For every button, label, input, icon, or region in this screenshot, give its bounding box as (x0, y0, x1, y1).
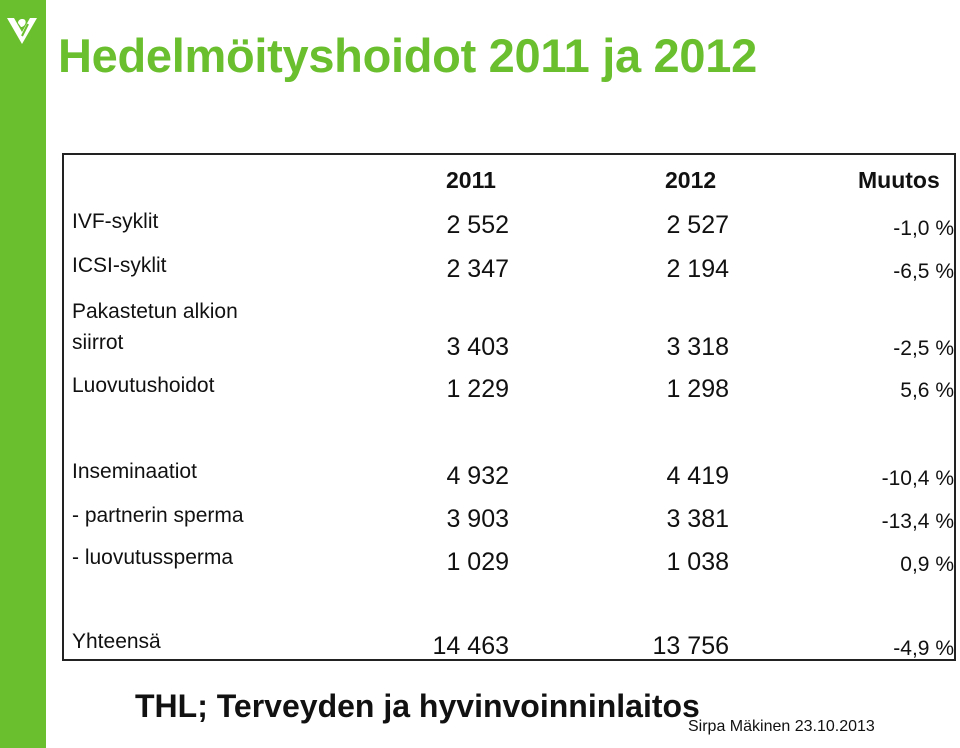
page-title: Hedelmöityshoidot 2011 ja 2012 (58, 29, 757, 82)
thl-leaf-logo-icon (7, 18, 37, 44)
footer-author: Sirpa Mäkinen 23.10.2013 (688, 718, 875, 735)
row-label-ivf: IVF-syklit (72, 210, 159, 233)
row-donor-sperm-2012: 1 038 (666, 548, 729, 576)
column-header-change: Muutos (858, 167, 940, 193)
statistics-table (62, 153, 956, 661)
row-ivf-change: -1,0 % (893, 217, 954, 240)
row-donor-sperm-change: 0,9 % (900, 553, 954, 576)
row-ivf-2011: 2 552 (446, 211, 509, 239)
row-insemination-change: -10,4 % (881, 467, 954, 490)
row-insemination-2011: 4 932 (446, 462, 509, 490)
row-label-icsi: ICSI-syklit (72, 254, 167, 277)
row-partner-sperm-change: -13,4 % (881, 510, 954, 533)
row-label-frozen-line1: Pakastetun alkion (72, 300, 238, 323)
row-partner-sperm-2012: 3 381 (666, 505, 729, 533)
row-label-partner-sperm: - partnerin sperma (72, 504, 244, 527)
row-total-2011: 14 463 (432, 632, 509, 660)
row-icsi-2011: 2 347 (446, 255, 509, 283)
row-frozen-change: -2,5 % (893, 337, 954, 360)
row-total-2012: 13 756 (652, 632, 729, 660)
row-total-change: -4,9 % (893, 637, 954, 660)
row-label-insemination: Inseminaatiot (72, 460, 197, 483)
row-frozen-2012: 3 318 (666, 333, 729, 361)
row-label-donor-sperm: - luovutussperma (72, 546, 234, 569)
sidebar-band (0, 0, 46, 748)
row-ivf-2012: 2 527 (666, 211, 729, 239)
row-icsi-change: -6,5 % (893, 260, 954, 283)
column-header-2011: 2011 (446, 167, 496, 193)
row-label-donation: Luovutushoidot (72, 374, 215, 397)
row-label-total: Yhteensä (72, 630, 161, 653)
row-partner-sperm-2011: 3 903 (446, 505, 509, 533)
row-donation-2011: 1 229 (446, 375, 509, 403)
column-header-2012: 2012 (665, 167, 717, 193)
footer-source: THL; Terveyden ja hyvinvoinninlaitos (135, 688, 700, 724)
row-donation-change: 5,6 % (900, 379, 954, 402)
row-icsi-2012: 2 194 (666, 255, 729, 283)
row-label-frozen-line2: siirrot (72, 331, 124, 354)
row-donor-sperm-2011: 1 029 (446, 548, 509, 576)
row-donation-2012: 1 298 (666, 375, 729, 403)
row-insemination-2012: 4 419 (666, 462, 729, 490)
row-frozen-2011: 3 403 (446, 333, 509, 361)
